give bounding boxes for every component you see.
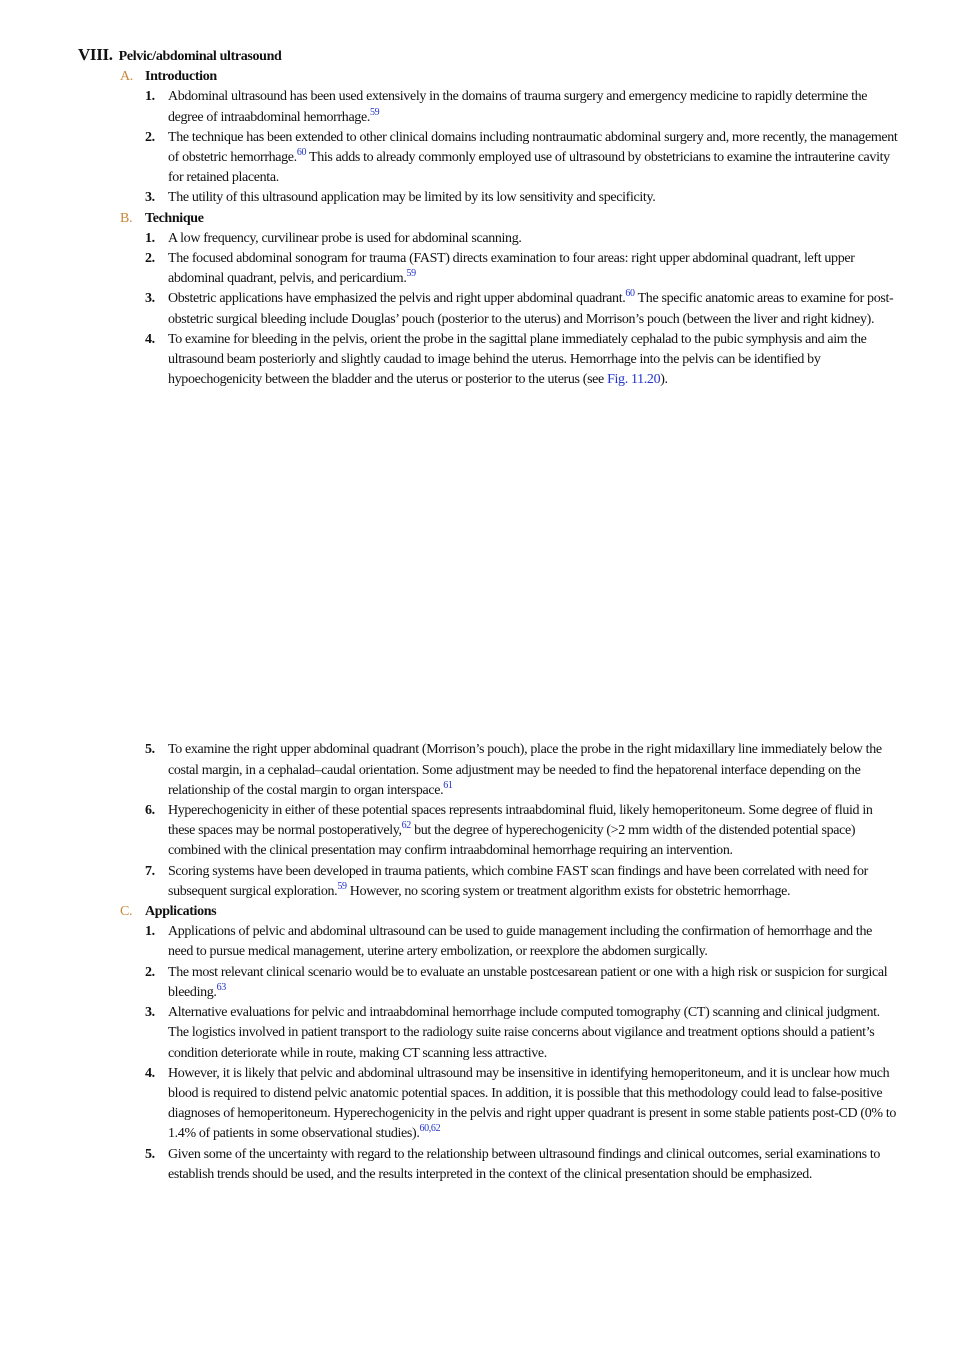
reference: 63 xyxy=(216,981,227,993)
item-number: 5. xyxy=(145,742,155,758)
section-letter: B. xyxy=(120,210,133,226)
item-text: A low frequency, curvilinear probe is us… xyxy=(168,230,522,246)
reference: 59 xyxy=(369,106,380,118)
item-number: 1. xyxy=(145,230,155,246)
item-text: This adds to already commonly employed u… xyxy=(168,150,890,186)
item-text: Abdominal ultrasound has been used exten… xyxy=(168,89,868,125)
item-number: 3. xyxy=(145,1005,155,1021)
item-number: 2. xyxy=(145,129,155,145)
item-number: 4. xyxy=(145,1065,155,1081)
item-text: However, no scoring system or treatment … xyxy=(346,883,791,899)
list-item: 4. However, it is likely that pelvic and … xyxy=(78,1064,900,1145)
section-letter: C. xyxy=(120,904,133,920)
section-name: Introduction xyxy=(145,69,217,85)
heading: VIII. Pelvic/abdominal ultrasound xyxy=(78,45,900,67)
item-number: 3. xyxy=(145,291,155,307)
item-text: The focused abdominal sonogram for traum… xyxy=(168,251,855,287)
item-text: Obstetric applications have emphasized t… xyxy=(168,291,626,307)
section-name: Applications xyxy=(145,904,217,920)
list-item: 2. The most relevant clinical scenario wo… xyxy=(78,963,900,1003)
item-number: 1. xyxy=(145,89,155,105)
list-item: 2. The focused abdominal sonogram for tra… xyxy=(78,249,900,289)
list-item: 3. Alternative evaluations for pelvic and… xyxy=(78,1003,900,1064)
item-text: To examine the right upper abdominal qua… xyxy=(168,742,882,798)
item-number: 1. xyxy=(145,924,155,940)
list-item: 5. To examine the right upper abdominal q… xyxy=(78,740,900,801)
item-text: To examine for bleeding in the pelvis, o… xyxy=(168,331,867,388)
item-number: 4. xyxy=(145,331,155,347)
item-text: Hyperechogenicity in either of these pot… xyxy=(168,803,873,839)
heading-number: VIII. xyxy=(78,45,113,64)
item-text: The most relevant clinical scenario woul… xyxy=(168,964,888,1000)
section-title: A. Introduction xyxy=(78,67,900,87)
item-text: The technique has been extended to other… xyxy=(168,129,898,166)
figure-link[interactable]: Fig. 11.20 xyxy=(607,372,661,388)
list-item: 1. Abdominal ultrasound has been used ext… xyxy=(78,87,900,127)
item-text: Scoring systems have been developed in t… xyxy=(168,863,868,899)
reference: 59 xyxy=(406,268,416,280)
item-number: 7. xyxy=(145,863,155,879)
section-title: B. Technique xyxy=(78,209,900,229)
item-text: However, it is likely that pelvic and ab… xyxy=(168,1065,897,1142)
list-item: 2. The technique has been extended to oth… xyxy=(78,128,900,189)
item-number: 3. xyxy=(145,190,155,206)
reference: 60,62 xyxy=(419,1123,441,1135)
item-number: 6. xyxy=(145,803,155,819)
item-text: but the degree of hyperechogenicity (>2 … xyxy=(168,823,856,859)
item-text: Given some of the uncertainty with regar… xyxy=(168,1146,881,1182)
reference: 60 xyxy=(625,288,635,300)
item-text: ). xyxy=(660,372,668,388)
item-text: The specific anatomic areas to examine f… xyxy=(168,291,894,327)
item-number: 5. xyxy=(145,1146,155,1162)
list-item: 3. The utility of this ultrasound applica… xyxy=(78,188,900,208)
item-text: The utility of this ultrasound applicati… xyxy=(168,190,656,206)
document: VIII. Pelvic/abdominal ultrasound A. Intro… xyxy=(78,45,900,1185)
list-item: 7. Scoring systems have been developed in… xyxy=(78,862,900,902)
section-title: C. Applications xyxy=(78,902,900,922)
reference: 61 xyxy=(443,779,453,791)
list-item: 4. To examine for bleeding in the pelvis,… xyxy=(78,330,900,391)
reference: 62 xyxy=(401,820,412,832)
list-item: 5. Given some of the uncertainty with reg… xyxy=(78,1145,900,1185)
list-item: 1. Applications of pelvic and abdominal u… xyxy=(78,922,900,962)
heading-title: Pelvic/abdominal ultrasound xyxy=(118,49,282,64)
reference: 59 xyxy=(337,880,347,892)
list-item: 6. Hyperechogenicity in either of these p… xyxy=(78,801,900,862)
item-number: 2. xyxy=(145,964,155,980)
reference: 60 xyxy=(296,147,307,159)
item-text: Alternative evaluations for pelvic and i… xyxy=(168,1005,880,1061)
list-item: 1. A low frequency, curvilinear probe is … xyxy=(78,229,900,249)
section-name: Technique xyxy=(145,210,204,226)
list-item: 3. Obstetric applications have emphasized… xyxy=(78,289,900,329)
section-letter: A. xyxy=(120,69,133,85)
item-number: 2. xyxy=(145,251,155,267)
item-text: Applications of pelvic and abdominal ult… xyxy=(168,924,872,960)
